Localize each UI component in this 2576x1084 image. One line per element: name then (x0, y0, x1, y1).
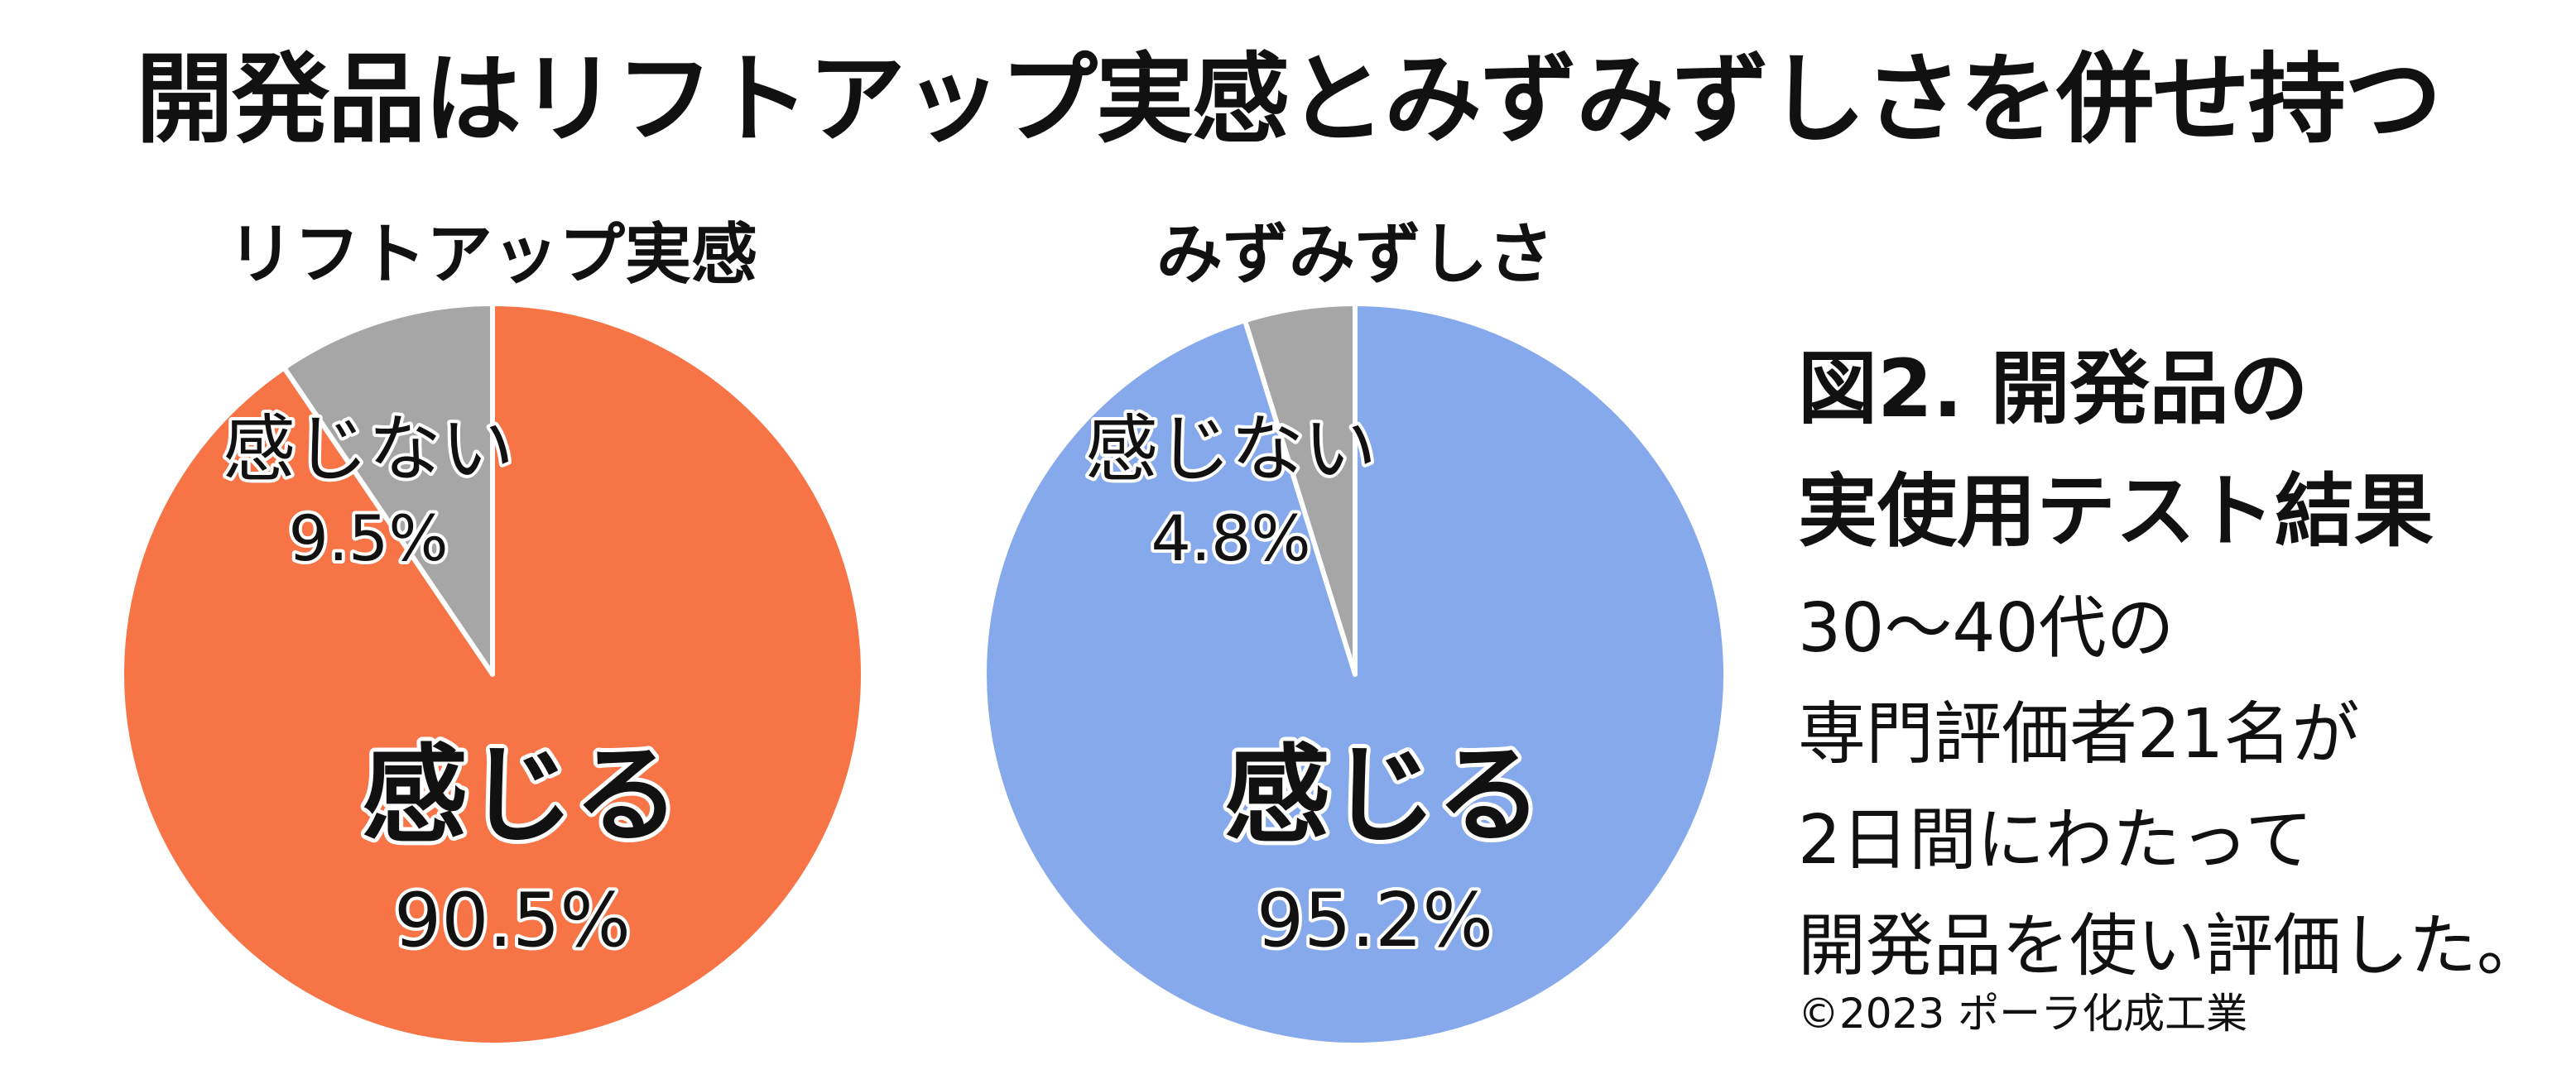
slice-label-not-feel: 感じない (223, 406, 514, 492)
slice-value-feel: 90.5% (394, 877, 631, 964)
slice-label-not-feel: 感じない (1085, 406, 1377, 492)
pie-title-moisture: みずみずしさ (1156, 216, 1554, 293)
figure-title: 図2. 開発品の 実使用テスト結果 (1798, 328, 2434, 573)
description-line: 開発品を使い評価した。 (1798, 907, 2545, 986)
slice-value-not-feel: 9.5% (288, 501, 448, 575)
slice-value-feel: 95.2% (1257, 877, 1493, 964)
figure-title-line: 図2. 開発品の (1798, 343, 2309, 435)
copyright-notice: ©2023 ポーラ化成工業 (1798, 990, 2248, 1038)
pie-slice-feel (983, 302, 1728, 1047)
description-line: 30～40代の (1798, 589, 2175, 668)
pie-slice-feel (120, 302, 865, 1047)
main-title: 開発品はリフトアップ実感とみずみずしさを併せ持つ (135, 42, 2442, 156)
figure-description: 30～40代の 専門評価者21名が 2日間にわたって 開発品を使い評価した。 (1798, 576, 2545, 1000)
pie-slice-not-feel (281, 302, 495, 677)
pie-chart-lift-up: 感じない 9.5% 感じる 90.5% (120, 302, 865, 1047)
pie-title-lift-up: リフトアップ実感 (228, 216, 757, 293)
description-line: 2日間にわたって (1798, 801, 2314, 880)
description-line: 専門評価者21名が (1798, 695, 2360, 774)
figure-title-line: 実使用テスト結果 (1798, 465, 2434, 558)
slice-value-not-feel: 4.8% (1151, 501, 1310, 575)
slice-label-feel: 感じる (362, 734, 680, 857)
slice-label-feel: 感じる (1224, 734, 1542, 857)
pie-chart-moisture: 感じない 4.8% 感じる 95.2% (983, 302, 1728, 1047)
